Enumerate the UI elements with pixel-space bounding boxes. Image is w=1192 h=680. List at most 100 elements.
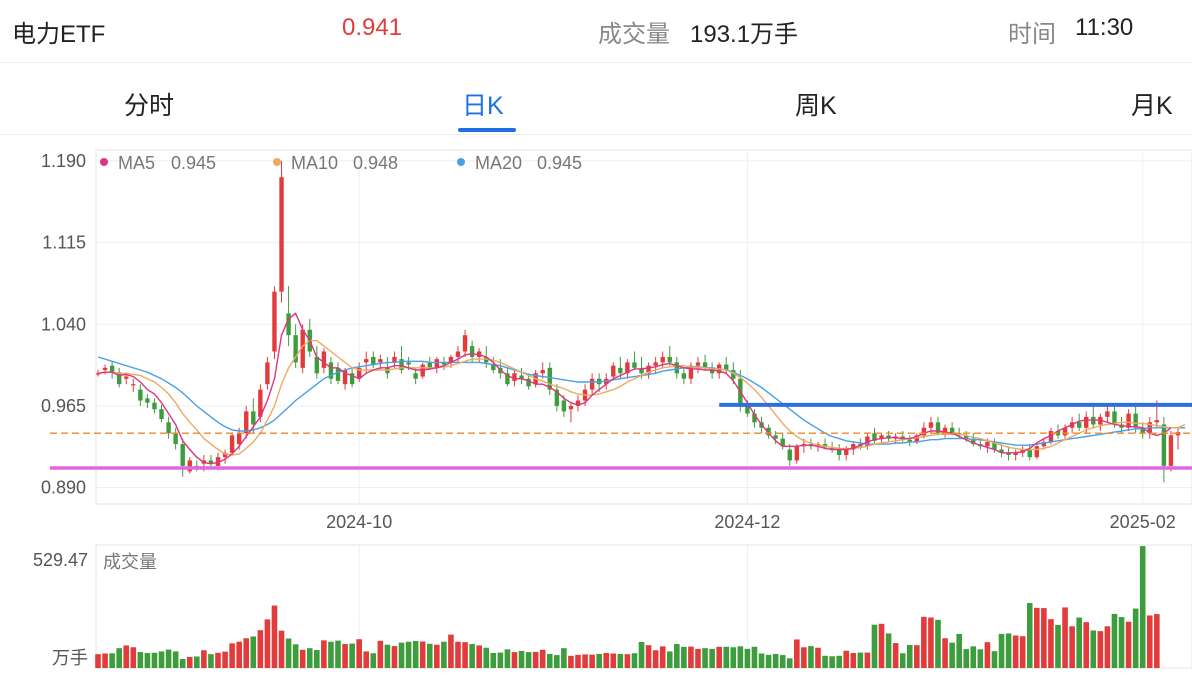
candle-body	[547, 367, 552, 390]
fund-name: 电力ETF	[12, 21, 106, 48]
tab-intraday[interactable]: 分时	[124, 92, 175, 120]
tab-monthly-k[interactable]: 月K	[1131, 92, 1173, 120]
volume-bar	[384, 644, 391, 668]
candle-body	[272, 291, 277, 352]
volume-bar	[836, 655, 842, 668]
candle-body	[279, 177, 284, 292]
volume-unit-label: 万手	[52, 648, 88, 668]
volume-bar	[808, 646, 814, 668]
candle-body	[145, 398, 150, 403]
volume-bar	[363, 651, 370, 668]
candle-body	[575, 400, 581, 406]
volume-bar	[998, 633, 1005, 668]
volume-bar	[462, 642, 468, 668]
candle-body	[441, 362, 447, 365]
volume-bar	[1055, 624, 1061, 668]
candle-body	[1154, 420, 1160, 423]
current-price: 0.941	[342, 14, 403, 41]
candle-body	[625, 362, 630, 374]
volume-bar	[546, 653, 553, 668]
candle-body	[314, 356, 320, 374]
volume-bar	[794, 639, 800, 668]
candle-body	[611, 365, 616, 377]
period-tabs: 分时 日K 周K 月K	[0, 66, 1192, 135]
volume-bar	[843, 650, 850, 668]
candle-body	[173, 433, 178, 445]
candle-body	[286, 313, 291, 336]
volume-bar	[589, 654, 595, 668]
volume-bar	[744, 648, 751, 668]
volume-bar	[730, 647, 737, 668]
candle-body	[674, 362, 680, 374]
volume-bar	[229, 643, 235, 668]
candle-body	[349, 373, 355, 385]
candle-body	[872, 433, 877, 441]
volume-bar	[603, 653, 610, 668]
volume-bar	[426, 643, 433, 668]
volume-bar	[716, 646, 722, 668]
volume-bar	[532, 651, 539, 668]
candle-body	[681, 373, 687, 379]
candle-body	[568, 405, 574, 410]
volume-bar	[285, 638, 292, 668]
volume-bar	[243, 638, 250, 668]
candle-body	[371, 356, 376, 365]
volume-bar	[165, 649, 172, 668]
candle-body	[293, 335, 298, 363]
volume-bar	[899, 653, 906, 668]
volume-bar	[652, 650, 659, 668]
volume-bar	[335, 640, 341, 668]
legend-ma10-value: 0.948	[353, 153, 398, 173]
legend-ma5-value: 0.945	[171, 153, 216, 173]
candle-body	[985, 441, 990, 447]
ma10-line	[97, 339, 1186, 456]
candle-body	[321, 351, 327, 368]
volume-bar	[850, 653, 857, 668]
candle-body	[109, 365, 115, 373]
volume-bar	[681, 646, 687, 668]
candle-body	[462, 335, 468, 352]
volume-bar	[1118, 617, 1125, 668]
volume-bar	[525, 652, 532, 668]
volume-bar	[95, 654, 101, 668]
candle-body	[935, 422, 941, 434]
volume-bar	[666, 651, 673, 668]
tab-daily-k[interactable]: 日K	[462, 92, 504, 120]
tab-weekly-k[interactable]: 周K	[795, 92, 837, 120]
volume-bar	[878, 623, 885, 668]
candle-body	[131, 384, 136, 386]
candle-body	[138, 389, 143, 401]
volume-bar	[709, 648, 715, 668]
candle-body	[512, 373, 517, 381]
candle-body	[688, 365, 694, 379]
volume-bar	[631, 653, 638, 668]
volume-bar	[123, 645, 130, 668]
volume-bar	[1005, 633, 1012, 668]
candle-body	[1140, 427, 1145, 434]
candle-body	[942, 427, 948, 434]
volume-bar	[822, 655, 828, 668]
volume-bar	[801, 647, 807, 668]
candle-body	[427, 362, 432, 368]
volume-bar	[765, 654, 772, 668]
candle-body	[787, 449, 792, 461]
candle-body	[752, 413, 757, 423]
candle-body	[434, 359, 440, 368]
candle-body	[724, 364, 729, 371]
candle-body	[505, 373, 510, 385]
candle-body	[265, 362, 270, 385]
candle-body	[258, 389, 263, 417]
volume-bar	[674, 644, 680, 668]
candle-body	[653, 362, 658, 366]
volume-bar	[109, 653, 115, 668]
price-y-tick-label: 0.965	[41, 396, 86, 416]
volume-bar	[921, 616, 927, 668]
candle-body	[526, 378, 531, 387]
candle-body	[102, 367, 108, 371]
volume-bar	[815, 647, 821, 668]
volume-bar	[892, 643, 899, 668]
volume-bar	[151, 652, 158, 668]
volume-bar	[1019, 636, 1026, 668]
volume-bar	[871, 624, 878, 668]
